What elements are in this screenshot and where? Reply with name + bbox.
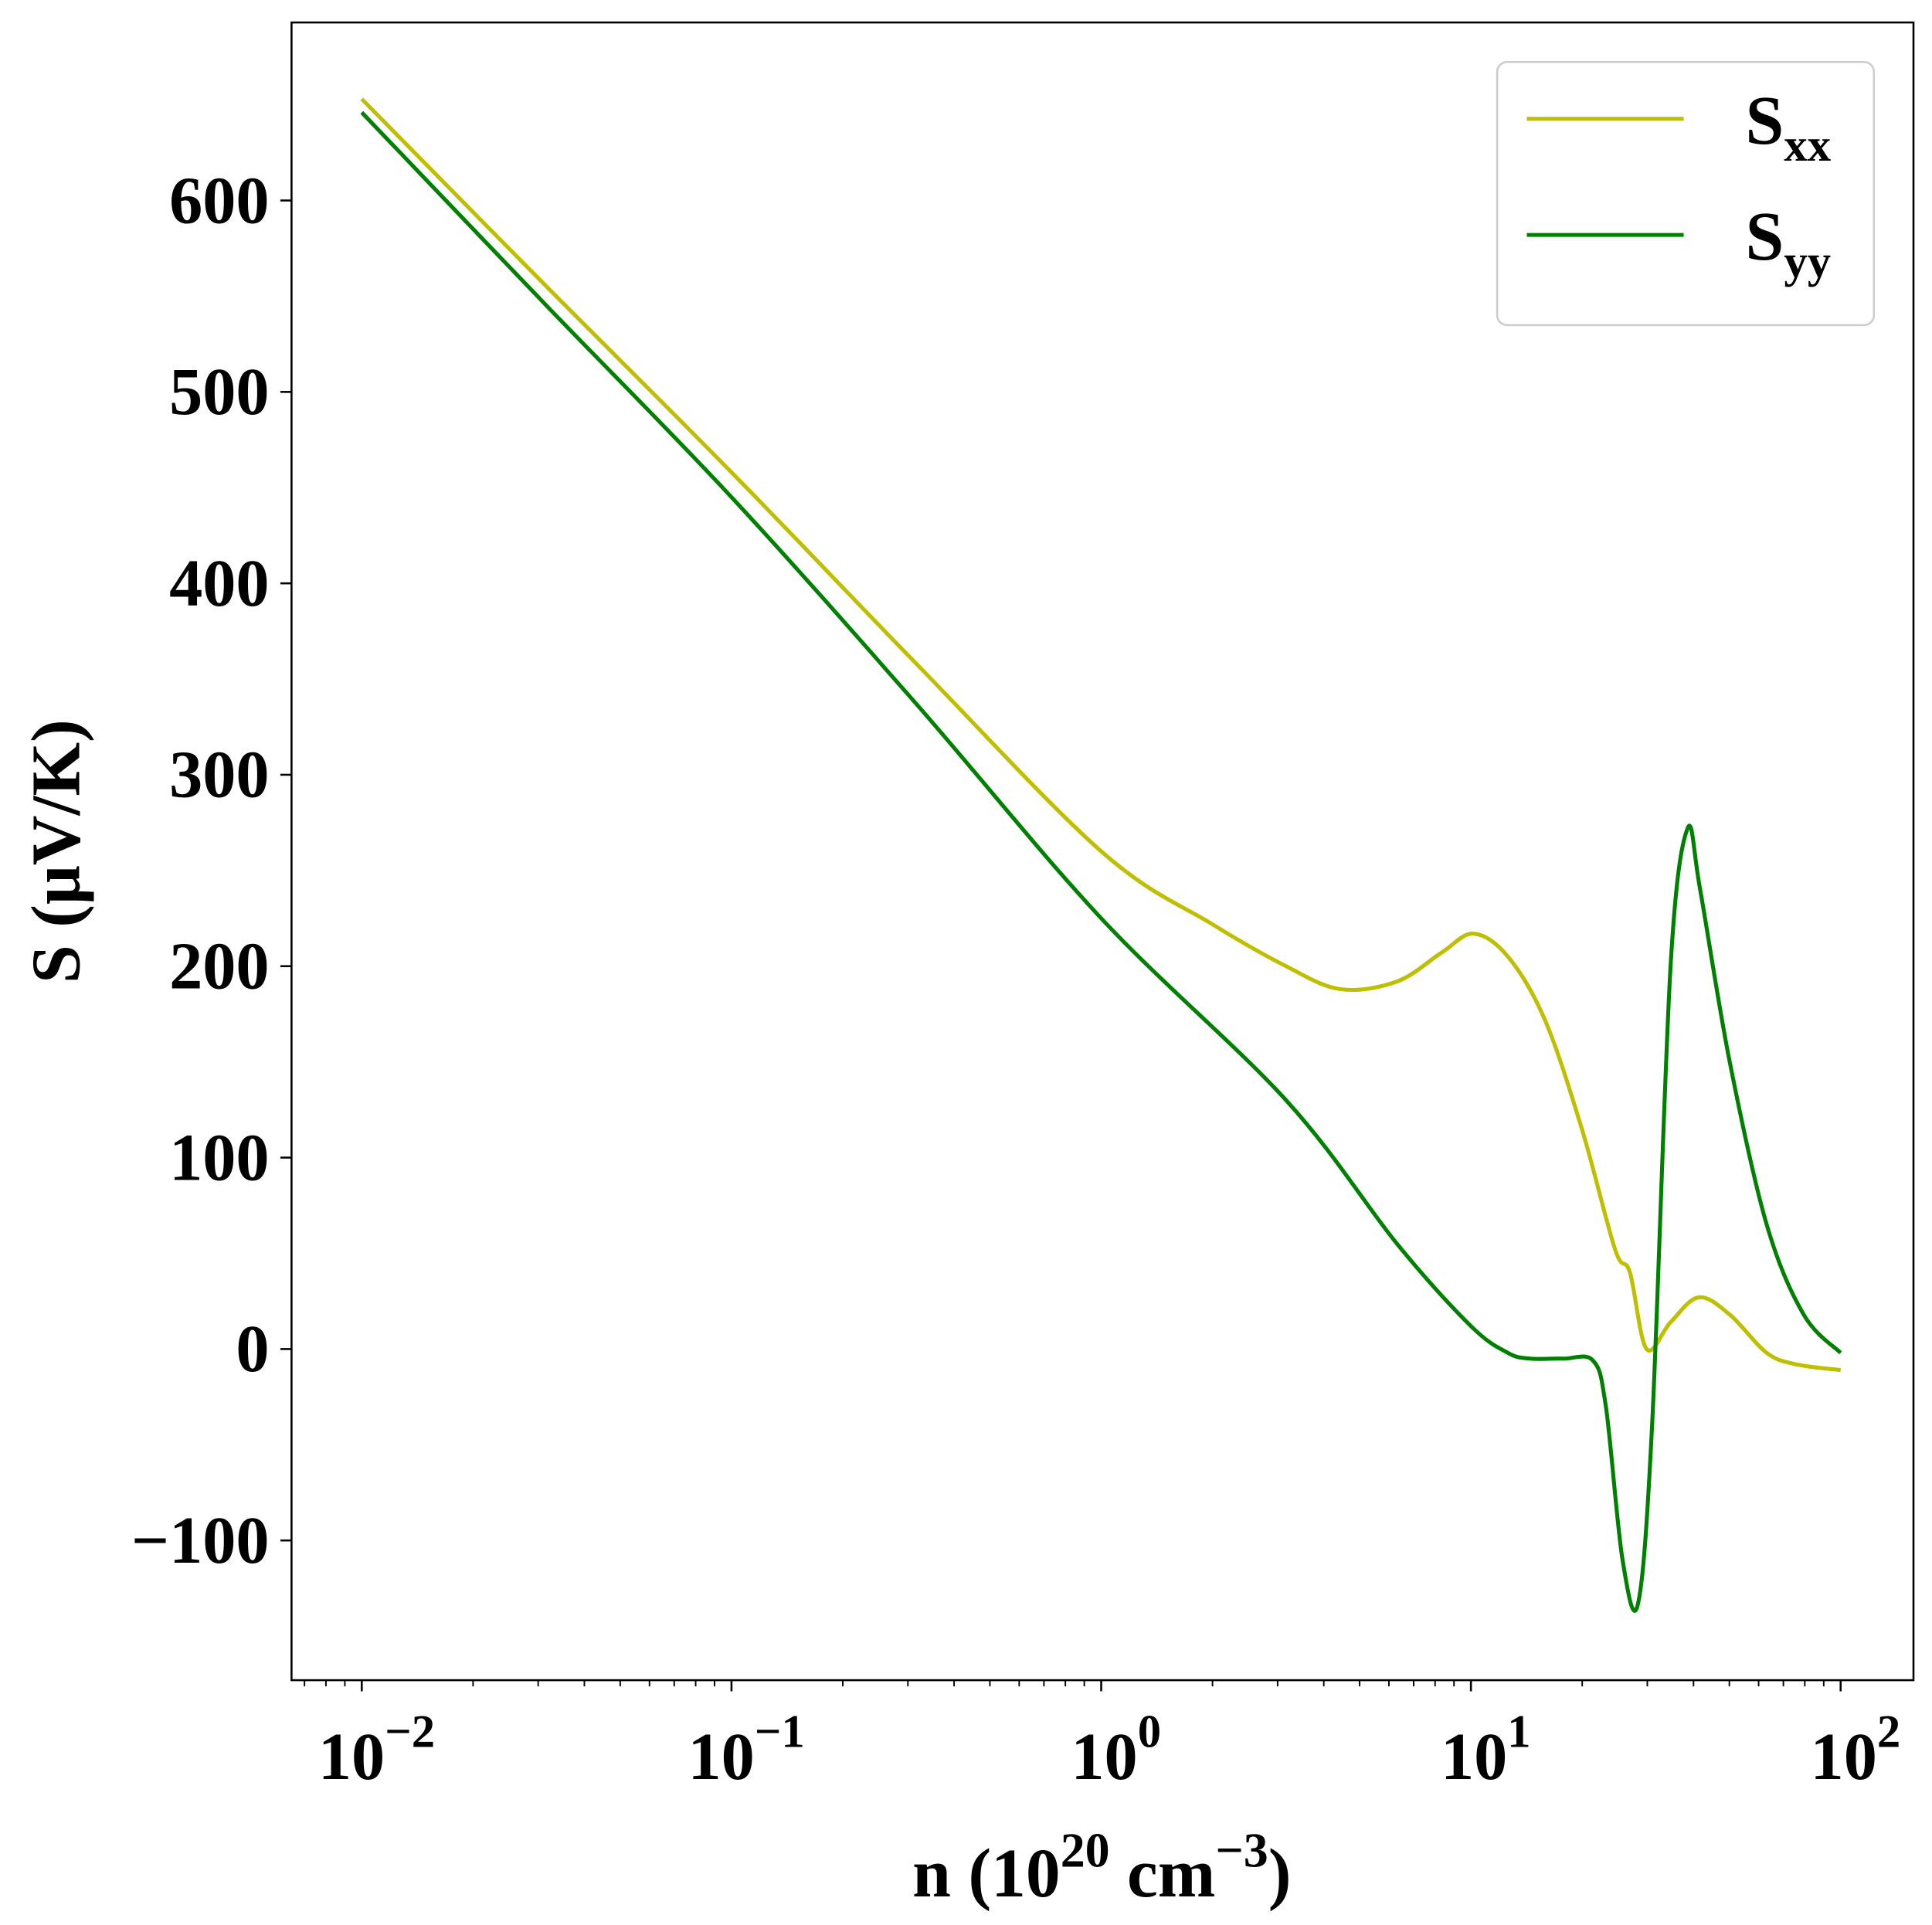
legend-box [1496, 60, 1876, 327]
x-tick-label: 101 [1441, 1706, 1531, 1794]
series-group [360, 97, 1842, 1613]
legend-label-sxx: Sxx [1746, 83, 1832, 171]
y-tick-label: −100 [131, 1503, 270, 1577]
ticks-group: −100 0 100 200 300 400 500 600 10−2 10−1 100 101 102 [131, 163, 1900, 1794]
x-tick-label: 102 [1811, 1706, 1901, 1794]
series-line-syy [360, 110, 1842, 1613]
y-tick-label: 400 [169, 546, 270, 620]
series-line-sxx [360, 97, 1842, 1373]
x-tick-label: 100 [1071, 1706, 1161, 1794]
legend-label-syy: Syy [1746, 199, 1832, 287]
y-tick-label: 100 [169, 1120, 270, 1194]
legend: Sxx Syy [1496, 60, 1876, 327]
y-tick-label: 300 [169, 738, 270, 812]
x-axis-label: n (1020 cm−3) [912, 1823, 1291, 1912]
y-tick-label: 500 [169, 355, 270, 429]
y-tick-label: 600 [169, 163, 270, 237]
y-axis-label: S (μV/K) [18, 719, 94, 983]
y-tick-label: 200 [169, 929, 270, 1003]
x-tick-label: 10−2 [318, 1706, 435, 1794]
x-tick-label: 10−1 [688, 1706, 804, 1794]
y-tick-label: 0 [236, 1312, 269, 1386]
